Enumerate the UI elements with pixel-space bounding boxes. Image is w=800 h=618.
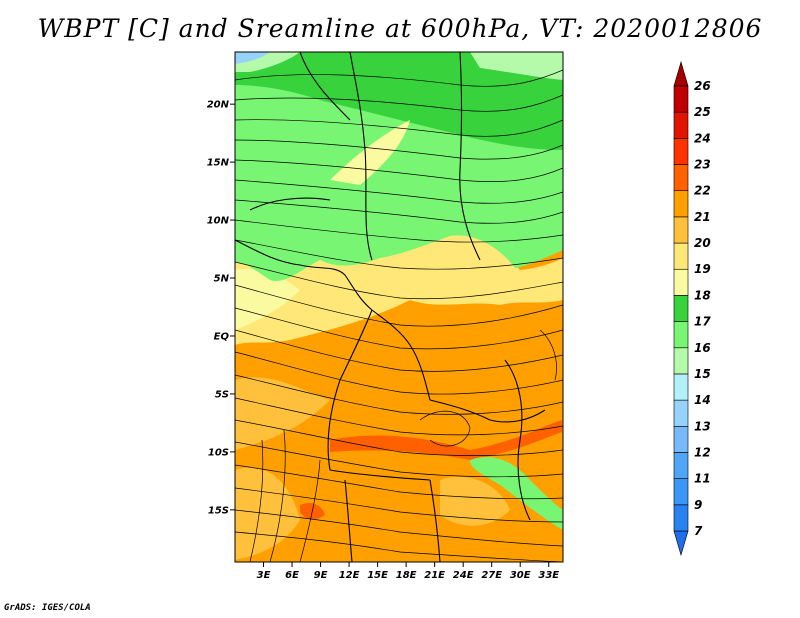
colorbar-label: 17 — [694, 315, 711, 329]
country-borders — [235, 52, 546, 562]
colorbar-label: 20 — [694, 236, 711, 250]
colorbar-label: 9 — [694, 498, 702, 512]
wbpt-field-18-19 — [235, 268, 300, 330]
colorbar-label: 14 — [694, 393, 711, 407]
lon-label: 6E — [285, 570, 299, 581]
colorbar-bottom-arrow — [673, 530, 689, 557]
colorbar-swatch — [673, 111, 689, 139]
lat-label: 20N — [207, 100, 230, 111]
colorbar-label: 7 — [694, 524, 703, 538]
colorbar-swatch — [673, 478, 689, 506]
colorbar-swatch — [673, 268, 689, 296]
colorbar-swatch — [673, 504, 689, 532]
colorbar-swatch — [673, 190, 689, 218]
wbpt-field-14 — [235, 52, 270, 64]
colorbar-swatch — [673, 425, 689, 453]
lat-label: 15N — [207, 158, 230, 169]
wbpt-field-18-strip — [330, 120, 410, 185]
colorbar-label: 19 — [694, 262, 711, 276]
wbpt-field-20-patch — [235, 377, 330, 450]
colorbar-swatch — [673, 347, 689, 375]
colorbar: 7 9 11 12 13 14 15 16 17 18 19 20 21 22 23 24 25 26 — [673, 60, 711, 557]
streamlines — [235, 69, 563, 562]
lon-label: 27E — [481, 570, 502, 581]
colorbar-label: 16 — [694, 341, 711, 355]
lon-label: 18E — [396, 570, 417, 581]
lon-label: 12E — [339, 570, 360, 581]
lat-label: EQ — [214, 331, 230, 342]
colorbar-label: 12 — [694, 445, 711, 459]
longitude-axis: 3E 6E 9E 12E 15E 18E 21E 24E 27E 30E 33E — [257, 562, 559, 581]
colorbar-label: 15 — [694, 367, 711, 381]
colorbar-swatch — [673, 138, 689, 165]
colorbar-swatch — [673, 399, 689, 427]
colorbar-label: 21 — [694, 210, 711, 224]
latitude-axis: 20N 15N 10N 5N EQ 5S 10S 15S — [207, 100, 235, 516]
colorbar-label: 23 — [694, 158, 711, 172]
colorbar-label: 11 — [694, 472, 711, 486]
colorbar-label: 22 — [694, 184, 711, 198]
lat-label: 15S — [208, 505, 229, 516]
colorbar-swatch — [673, 216, 689, 244]
map-frame — [234, 51, 564, 563]
colorbar-swatch — [673, 295, 689, 322]
wbpt-field-17-strip — [470, 456, 563, 530]
colorbar-swatch — [673, 321, 689, 349]
colorbar-swatch — [673, 164, 689, 192]
colorbar-swatch — [673, 452, 689, 479]
colorbar-swatch — [673, 242, 689, 270]
wbpt-field-17-dark — [235, 52, 563, 150]
colorbar-label: 13 — [694, 419, 711, 433]
colorbar-swatch — [673, 85, 689, 113]
grads-credit: GrADS: IGES/COLA — [4, 603, 91, 613]
colorbar-label: 24 — [694, 131, 711, 145]
colorbar-label: 25 — [694, 105, 711, 119]
wbpt-field-16 — [470, 52, 563, 80]
wbpt-field-20-patch — [440, 476, 510, 526]
colorbar-swatch — [673, 373, 689, 401]
lon-label: 15E — [367, 570, 388, 581]
colorbar-label: 26 — [694, 79, 711, 93]
lat-label: 10S — [208, 447, 229, 458]
lat-label: 5S — [215, 389, 229, 400]
lat-label: 5N — [214, 274, 230, 285]
lon-label: 24E — [453, 570, 474, 581]
map-title: WBPT [C] and Sreamline at 600hPa, VT: 20… — [37, 14, 763, 43]
lon-label: 21E — [424, 570, 445, 581]
lat-label: 10N — [207, 216, 230, 227]
lon-label: 3E — [257, 570, 271, 581]
lon-label: 9E — [314, 570, 328, 581]
colorbar-label: 18 — [694, 288, 711, 302]
lon-label: 33E — [538, 570, 559, 581]
lon-label: 30E — [510, 570, 531, 581]
map-panel — [235, 52, 563, 562]
colorbar-top-arrow — [673, 60, 689, 87]
